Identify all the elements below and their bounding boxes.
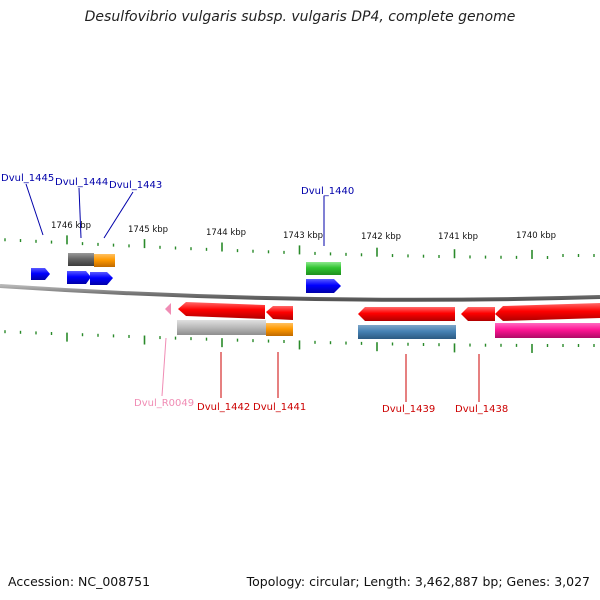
gene-next-reverse-cog[interactable] [495, 323, 600, 338]
label-dvul-1445[interactable]: Dvul_1445 [1, 173, 54, 184]
scale-label-1741: 1741 kbp [438, 232, 478, 242]
label-dvul-1439[interactable]: Dvul_1439 [382, 404, 435, 415]
label-dvul-1441[interactable]: Dvul_1441 [253, 402, 306, 413]
gene-dvul-1438[interactable] [461, 307, 495, 321]
gene-dvul-1444-cog[interactable] [68, 253, 94, 266]
gene-dvul-1444-blue[interactable] [67, 271, 91, 284]
gene-dvul-1439[interactable] [358, 307, 455, 321]
gene-dvul-1442[interactable] [178, 302, 265, 319]
scale-label-1740: 1740 kbp [516, 231, 556, 241]
accession-text: Accession: NC_008751 [8, 574, 151, 589]
leader-dvul-1445 [25, 183, 44, 236]
scale-label-1746: 1746 kbp [51, 221, 91, 231]
gene-dvul-1443[interactable] [90, 272, 113, 285]
outer-tick-ring [4, 235, 595, 259]
label-leaders [25, 183, 480, 402]
scale-label-1744: 1744 kbp [206, 228, 246, 238]
reverse-strand-genes [165, 302, 600, 339]
scale-label-1745: 1745 kbp [128, 225, 168, 235]
gene-labels: Dvul_1445 Dvul_1444 Dvul_1443 Dvul_1440 … [1, 173, 508, 415]
gene-dvul-r0049[interactable] [165, 303, 171, 315]
label-dvul-1444[interactable]: Dvul_1444 [55, 177, 108, 188]
genome-title: Desulfovibrio vulgaris subsp. vulgaris D… [84, 9, 516, 25]
gene-dvul-1441[interactable] [266, 306, 293, 320]
gene-dvul-1445[interactable] [31, 268, 50, 280]
scale-label-1743: 1743 kbp [283, 231, 323, 241]
forward-strand-genes [31, 253, 341, 293]
genome-backbone [0, 284, 600, 302]
label-dvul-1440[interactable]: Dvul_1440 [301, 186, 354, 197]
scale-labels: 1746 kbp 1745 kbp 1744 kbp 1743 kbp 1742… [51, 221, 556, 242]
gene-dvul-1440-cog[interactable] [306, 262, 341, 275]
leader-dvul-1444 [78, 187, 82, 239]
gene-dvul-1442-cog[interactable] [177, 320, 266, 335]
leader-dvul-r0049 [161, 337, 167, 397]
label-dvul-1443[interactable]: Dvul_1443 [109, 180, 162, 191]
scale-label-1742: 1742 kbp [361, 232, 401, 242]
gene-next-reverse[interactable] [495, 303, 600, 321]
gene-dvul-1443-cog[interactable] [94, 254, 115, 267]
label-dvul-r0049[interactable]: Dvul_R0049 [134, 398, 194, 409]
inner-tick-ring [4, 330, 595, 353]
topology-text: Topology: circular; Length: 3,462,887 bp… [246, 574, 590, 589]
gene-dvul-1439-cog[interactable] [358, 325, 456, 339]
gene-dvul-1441-cog[interactable] [266, 323, 293, 336]
gene-dvul-1440[interactable] [306, 279, 341, 293]
label-dvul-1442[interactable]: Dvul_1442 [197, 402, 250, 413]
leader-dvul-1443 [103, 191, 134, 239]
label-dvul-1438[interactable]: Dvul_1438 [455, 404, 508, 415]
